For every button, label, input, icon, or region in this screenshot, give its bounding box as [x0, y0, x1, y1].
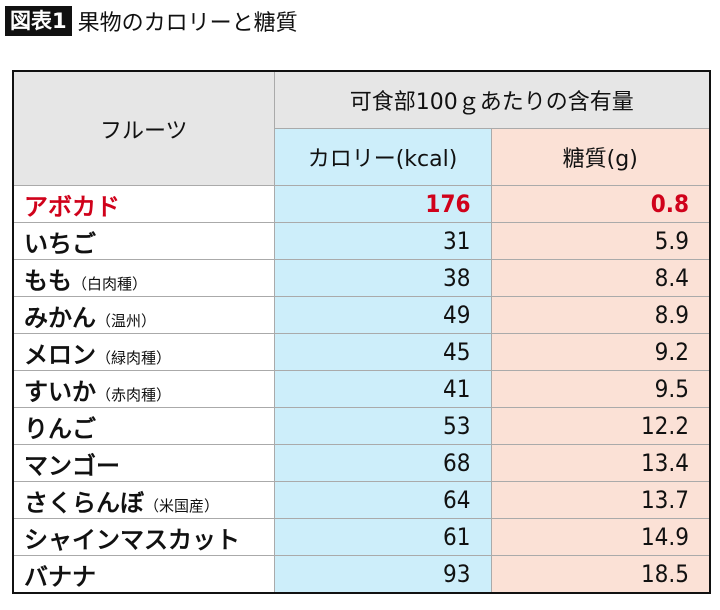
fruit-name-cell: マンゴー: [12, 444, 275, 482]
table-row: マンゴー 68 13.4: [12, 444, 711, 482]
calorie-value: 53: [273, 407, 492, 445]
fruit-name: バナナ: [24, 562, 96, 591]
carb-value: 8.4: [490, 259, 711, 297]
calorie-value: 64: [273, 481, 492, 519]
fruit-name-cell: みかん（温州）: [12, 296, 275, 334]
table-row: もも（白肉種） 38 8.4: [12, 259, 711, 297]
fruit-name: さくらんぼ: [24, 488, 144, 517]
fruit-name-cell: シャインマスカット: [12, 518, 275, 556]
fruit-name: いちご: [24, 229, 96, 258]
header-group: 可食部100ｇあたりの含有量: [273, 70, 711, 129]
fruit-name: シャインマスカット: [24, 525, 240, 554]
fruit-name-cell: メロン（緑肉種）: [12, 333, 275, 371]
fruit-name-cell: もも（白肉種）: [12, 259, 275, 297]
fruit-note: （白肉種）: [72, 274, 148, 293]
fruit-name: マンゴー: [24, 451, 120, 480]
fruit-name-cell: バナナ: [12, 555, 275, 594]
header-carb: 糖質(g): [490, 128, 711, 186]
carb-value: 5.9: [490, 222, 711, 260]
calorie-value: 49: [273, 296, 492, 334]
fruit-name: アボカド: [24, 192, 120, 221]
table-row: バナナ 93 18.5: [12, 555, 711, 594]
carb-value: 12.2: [490, 407, 711, 445]
table-row: いちご 31 5.9: [12, 222, 711, 260]
carb-value: 14.9: [490, 518, 711, 556]
calorie-value: 31: [273, 222, 492, 260]
fruit-name: メロン: [24, 340, 96, 369]
header-calorie: カロリー(kcal): [273, 128, 492, 186]
fruit-note: （温州）: [96, 311, 157, 330]
header-fruit: フルーツ: [12, 70, 275, 186]
carb-value: 8.9: [490, 296, 711, 334]
fruit-name-cell: りんご: [12, 407, 275, 445]
figure-title: 図表1 果物のカロリーと糖質: [5, 6, 298, 36]
calorie-value: 68: [273, 444, 492, 482]
calorie-value: 38: [273, 259, 492, 297]
calorie-value: 41: [273, 370, 492, 408]
carb-value: 0.8: [490, 185, 711, 223]
fruit-name: すいか: [24, 377, 96, 406]
fruit-name-cell: いちご: [12, 222, 275, 260]
calorie-value: 176: [273, 185, 492, 223]
carb-value: 9.2: [490, 333, 711, 371]
carb-value: 13.4: [490, 444, 711, 482]
calorie-value: 61: [273, 518, 492, 556]
fruit-name-cell: すいか（赤肉種）: [12, 370, 275, 408]
figure-badge: 図表1: [5, 6, 72, 36]
table-row: りんご 53 12.2: [12, 407, 711, 445]
table-row: メロン（緑肉種） 45 9.2: [12, 333, 711, 371]
fruit-name-cell: アボカド: [12, 185, 275, 223]
table-row: アボカド 176 0.8: [12, 185, 711, 223]
figure-title-text: 果物のカロリーと糖質: [77, 11, 298, 36]
carb-value: 18.5: [490, 555, 711, 594]
carb-value: 9.5: [490, 370, 711, 408]
fruit-note: （米国産）: [144, 496, 220, 515]
fruit-nutrition-table: フルーツ 可食部100ｇあたりの含有量 カロリー(kcal) 糖質(g) アボカ…: [12, 70, 711, 594]
table-row: さくらんぼ（米国産） 64 13.7: [12, 481, 711, 519]
carb-value: 13.7: [490, 481, 711, 519]
fruit-name: りんご: [24, 414, 96, 443]
calorie-value: 93: [273, 555, 492, 594]
fruit-name: みかん: [24, 303, 96, 332]
table-row: シャインマスカット 61 14.9: [12, 518, 711, 556]
fruit-note: （赤肉種）: [96, 385, 172, 404]
calorie-value: 45: [273, 333, 492, 371]
table-row: すいか（赤肉種） 41 9.5: [12, 370, 711, 408]
fruit-name-cell: さくらんぼ（米国産）: [12, 481, 275, 519]
fruit-name: もも: [24, 266, 72, 295]
fruit-note: （緑肉種）: [96, 348, 172, 367]
table-row: みかん（温州） 49 8.9: [12, 296, 711, 334]
